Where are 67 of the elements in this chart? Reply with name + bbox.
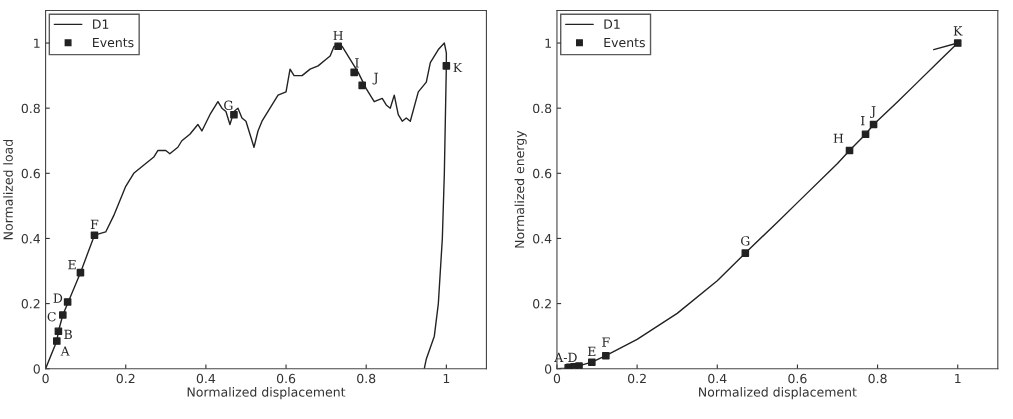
- annotation: B: [64, 329, 72, 339]
- point: [230, 110, 238, 119]
- annotation: F: [602, 337, 610, 347]
- y-tick-label: 0.6: [21, 168, 40, 179]
- point: [53, 337, 61, 345]
- x-tick-label: 0.8: [357, 373, 376, 384]
- point: [90, 231, 99, 239]
- y-axis-title: Normalized energy: [514, 130, 527, 248]
- point: [741, 249, 750, 257]
- point: [358, 81, 366, 90]
- x-tick-label: 0.2: [628, 373, 646, 384]
- x-tick-label: 0.8: [868, 373, 887, 384]
- legend-label: D1: [93, 19, 109, 29]
- annotation: I: [355, 58, 359, 68]
- y-tick-label: 0: [33, 364, 40, 374]
- annotation: I: [861, 116, 865, 126]
- point: [54, 327, 63, 336]
- point: [575, 362, 583, 369]
- y-tick-label: 0.8: [533, 103, 552, 114]
- y-tick-label: 0.2: [533, 299, 551, 309]
- point: [63, 298, 72, 306]
- x-tick-label: 0: [553, 373, 561, 384]
- point: [602, 351, 610, 360]
- y-tick-label: 0.4: [533, 233, 552, 244]
- annotation: J: [372, 72, 379, 85]
- y-tick-label: 0.4: [21, 233, 41, 244]
- y-tick-label: 0.8: [21, 103, 40, 114]
- annotation: G: [224, 100, 233, 110]
- legend-label: D1: [604, 19, 620, 29]
- legend-label: Events: [93, 37, 134, 48]
- y-axis-title: Normalized load: [3, 139, 13, 240]
- y-tick-label: 0: [544, 364, 552, 374]
- annotation: H: [333, 30, 343, 41]
- annotation: F: [90, 219, 99, 229]
- x-axis-title: Normalized displacement: [699, 387, 857, 400]
- x-tick-label: 1: [443, 373, 450, 384]
- x-tick-label: 0.4: [196, 373, 216, 384]
- annotation: H: [833, 133, 844, 143]
- point: [953, 39, 962, 47]
- y-tick-label: 1: [34, 38, 40, 48]
- annotation: A-D: [554, 352, 577, 362]
- annotation: K: [953, 26, 963, 36]
- y-tick-label: 1: [545, 38, 551, 48]
- x-tick-label: 0: [42, 373, 49, 384]
- x-tick-label: 0.4: [708, 373, 727, 384]
- annotation: A: [60, 346, 70, 356]
- annotation: K: [453, 62, 463, 73]
- annotation: C: [47, 311, 56, 322]
- point: [861, 130, 870, 139]
- point: [588, 358, 596, 367]
- annotation: J: [870, 106, 876, 119]
- y-tick-label: 0.2: [21, 299, 40, 309]
- annotation: E: [587, 346, 596, 356]
- annotation: D: [53, 293, 63, 303]
- x-axis-title: Normalized displacement: [187, 387, 346, 400]
- point: [350, 68, 358, 77]
- annotation: G: [741, 236, 750, 246]
- y-tick-label: 0.6: [533, 168, 552, 179]
- annotation: E: [68, 260, 76, 270]
- x-tick-label: 0.6: [788, 373, 807, 384]
- x-tick-label: 0.6: [276, 373, 296, 384]
- x-tick-label: 1: [955, 373, 961, 384]
- point: [59, 311, 67, 319]
- point: [334, 42, 342, 51]
- point: [442, 62, 451, 70]
- x-tick-label: 0.2: [116, 373, 135, 384]
- legend-label: Events: [604, 37, 645, 48]
